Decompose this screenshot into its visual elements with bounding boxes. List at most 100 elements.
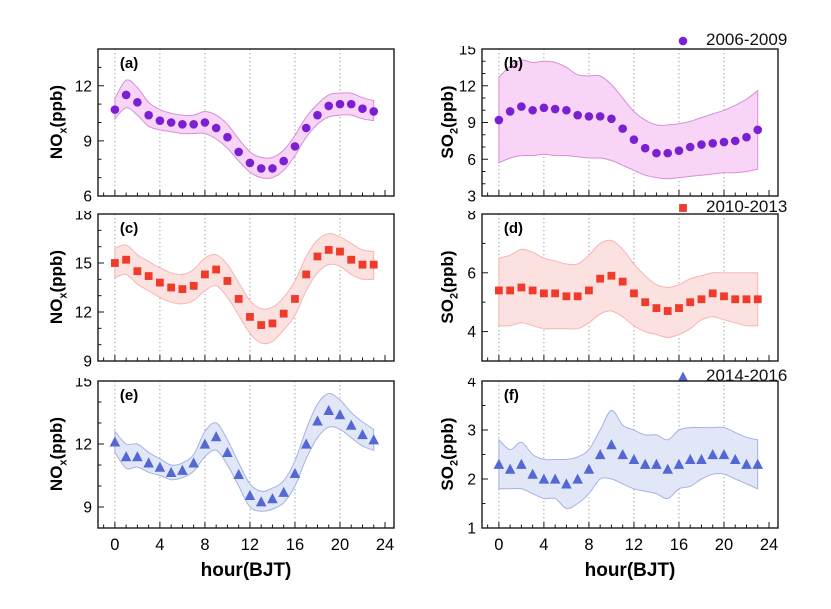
data-point <box>607 271 616 280</box>
x-tick-label: 0 <box>110 536 119 554</box>
data-point <box>572 473 583 484</box>
data-point <box>663 148 673 158</box>
data-point <box>731 295 740 304</box>
data-point <box>684 453 696 464</box>
data-point <box>719 137 729 147</box>
y-tick-label: 3 <box>467 423 476 440</box>
y-tick-label: 9 <box>467 115 476 132</box>
data-point <box>133 267 142 276</box>
x-tick-label: 24 <box>760 536 778 554</box>
y-tick-label: 6 <box>467 265 476 282</box>
data-point <box>369 260 378 269</box>
data-point <box>156 278 164 287</box>
data-point <box>674 146 684 155</box>
data-point <box>167 283 176 292</box>
data-point <box>291 295 299 303</box>
data-point <box>539 103 549 113</box>
data-point <box>730 136 740 146</box>
data-point <box>562 105 571 115</box>
data-point <box>607 114 616 124</box>
data-point <box>527 468 538 479</box>
data-point <box>346 99 356 109</box>
confidence-band <box>114 233 375 345</box>
y-tick-label: 2 <box>467 472 476 489</box>
data-point <box>334 409 346 420</box>
data-point <box>493 458 505 469</box>
x-axis-title-right: hour(BJT) <box>584 560 676 581</box>
data-point <box>528 286 537 295</box>
legend-2014-2016: 2014-2016 <box>675 366 787 386</box>
data-point <box>143 457 154 468</box>
confidence-band <box>498 59 759 180</box>
y-tick-label: 15 <box>75 378 92 391</box>
data-point <box>155 116 165 125</box>
data-point <box>640 143 650 153</box>
legend-label: 2006-2009 <box>706 30 788 49</box>
data-point <box>121 90 131 100</box>
data-point <box>729 453 741 464</box>
data-point <box>494 286 503 295</box>
data-point <box>630 289 638 298</box>
data-point <box>696 453 707 464</box>
x-tick-label: 4 <box>539 536 548 554</box>
data-point <box>223 132 232 142</box>
panel-letter: (f) <box>504 387 519 404</box>
data-point <box>210 431 222 442</box>
y-tick-label: 12 <box>75 305 92 322</box>
y-tick-label: 18 <box>75 211 92 224</box>
data-point <box>324 246 333 254</box>
data-point <box>223 277 232 285</box>
data-point <box>741 458 752 469</box>
data-point <box>120 451 132 462</box>
y-tick-label: 6 <box>83 189 92 203</box>
data-point <box>279 309 288 318</box>
x-axis-title-left: hour(BJT) <box>200 560 292 581</box>
data-point <box>189 281 198 290</box>
data-point <box>132 451 143 462</box>
data-point <box>255 496 267 507</box>
legend-2006-2009: 2006-2009 <box>675 30 787 50</box>
data-point <box>686 298 695 307</box>
y-tick-label: 12 <box>75 437 92 454</box>
data-point <box>720 292 728 301</box>
data-point <box>323 404 335 415</box>
panel-c-nox-2010-2013: 9 12 15 18 (c) <box>75 211 395 367</box>
x-tick-label: 20 <box>715 536 733 554</box>
data-point <box>345 419 357 430</box>
panel-e-nox-2014-2016: 0 4 8 12 16 20 24 9 12 15 (e) <box>75 378 395 554</box>
data-point <box>753 295 762 304</box>
x-tick-label: 0 <box>494 536 503 554</box>
y-tick-label: 1 <box>467 521 476 538</box>
legend-label: 2014-2016 <box>706 366 788 385</box>
data-point <box>697 140 706 149</box>
data-point <box>110 259 119 267</box>
data-point <box>505 107 515 116</box>
data-point <box>583 463 595 474</box>
data-point <box>516 458 527 469</box>
data-point <box>618 277 627 286</box>
data-point <box>678 36 688 46</box>
data-point <box>562 292 571 301</box>
data-point <box>540 289 548 298</box>
x-tick-label: 4 <box>155 536 164 554</box>
data-point <box>189 120 198 129</box>
data-point <box>268 164 277 173</box>
axes-frame <box>481 213 779 362</box>
x-tick-label: 16 <box>286 536 304 554</box>
data-point <box>109 436 121 447</box>
data-point <box>245 158 255 168</box>
data-point <box>606 439 617 450</box>
x-tick-label: 8 <box>584 536 593 554</box>
data-point <box>538 473 550 484</box>
data-point <box>697 295 706 304</box>
data-point <box>617 448 628 460</box>
data-point <box>663 307 672 315</box>
data-point <box>234 295 243 303</box>
data-point <box>369 107 379 116</box>
data-point <box>707 448 719 460</box>
confidence-band <box>114 79 375 179</box>
data-point <box>110 105 120 114</box>
data-point <box>753 125 763 135</box>
panel-letter: (b) <box>504 55 523 72</box>
data-point <box>144 110 153 120</box>
